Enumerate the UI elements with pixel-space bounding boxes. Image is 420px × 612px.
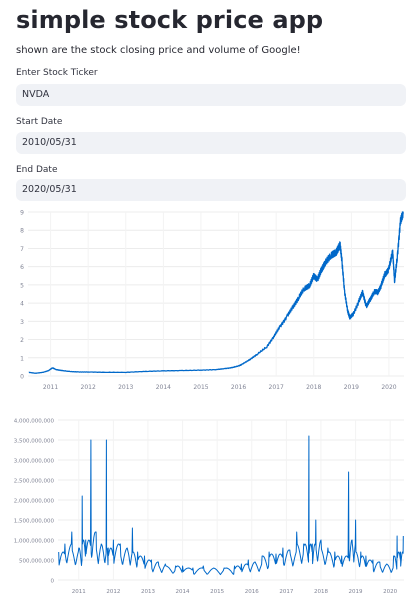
x-tick-label: 2014 (156, 384, 171, 391)
closing-price-chart[interactable]: 0 1 2 3 4 5 6 7 8 9 2011 2012 2013 2014 2015 2016 2017 20… (0, 204, 420, 400)
x-tick-label: 2018 (314, 589, 328, 595)
x-tick-label: 2013 (141, 589, 155, 595)
y-tick-label: 1,000,000,000 (14, 539, 55, 545)
y-tick-label: 0 (51, 579, 55, 585)
y-tick-label: 4 (20, 301, 24, 308)
y-tick-label: 6 (20, 264, 24, 271)
y-tick-label: 2,000,000,000 (14, 499, 55, 505)
ticker-input[interactable]: NVDA (16, 84, 406, 106)
y-tick-label: 8 (20, 228, 24, 235)
price-series-line (29, 212, 403, 373)
end-date-input[interactable]: 2020/05/31 (16, 179, 406, 201)
x-tick-label: 2016 (245, 589, 259, 595)
y-tick-label: 3,000,000,000 (14, 459, 55, 465)
x-tick-label: 2018 (306, 384, 321, 391)
x-tick-label: 2013 (118, 384, 133, 391)
x-tick-label: 2015 (193, 384, 208, 391)
x-tick-label: 2020 (383, 589, 397, 595)
ticker-label: Enter Stock Ticker (16, 68, 98, 78)
x-tick-label: 2012 (106, 589, 120, 595)
y-tick-label: 7 (20, 246, 24, 253)
x-tick-label: 2012 (81, 384, 96, 391)
x-tick-label: 2015 (210, 589, 224, 595)
y-tick-label: 3 (20, 319, 24, 326)
y-tick-label: 0 (20, 374, 24, 381)
y-tick-label: 1,500,000,000 (14, 519, 55, 525)
y-tick-label: 9 (20, 210, 24, 217)
x-tick-label: 2011 (43, 384, 58, 391)
volume-chart[interactable]: 0 500,000,000 1,000,000,000 1,500,000,000 2,… (0, 412, 420, 610)
y-tick-label: 2 (20, 337, 24, 344)
y-tick-label: 1 (20, 355, 24, 362)
page-description: shown are the stock closing price and vo… (16, 45, 301, 56)
y-tick-label: 4,000,000,000 (14, 419, 55, 425)
y-tick-label: 2,500,000,000 (14, 479, 55, 485)
y-tick-label: 500,000,000 (19, 559, 54, 565)
x-tick-label: 2019 (349, 589, 363, 595)
y-tick-label: 5 (20, 282, 24, 289)
end-date-label: End Date (16, 165, 57, 175)
y-tick-label: 3,500,000,000 (14, 439, 55, 445)
page-title: simple stock price app (16, 6, 323, 34)
x-tick-label: 2017 (269, 384, 284, 391)
x-tick-label: 2019 (344, 384, 359, 391)
start-date-label: Start Date (16, 117, 62, 127)
x-tick-label: 2020 (381, 384, 396, 391)
x-tick-label: 2011 (72, 589, 86, 595)
x-tick-label: 2017 (279, 589, 293, 595)
volume-series-line (59, 436, 404, 575)
x-tick-label: 2016 (231, 384, 246, 391)
start-date-input[interactable]: 2010/05/31 (16, 132, 406, 154)
x-tick-label: 2014 (176, 589, 190, 595)
